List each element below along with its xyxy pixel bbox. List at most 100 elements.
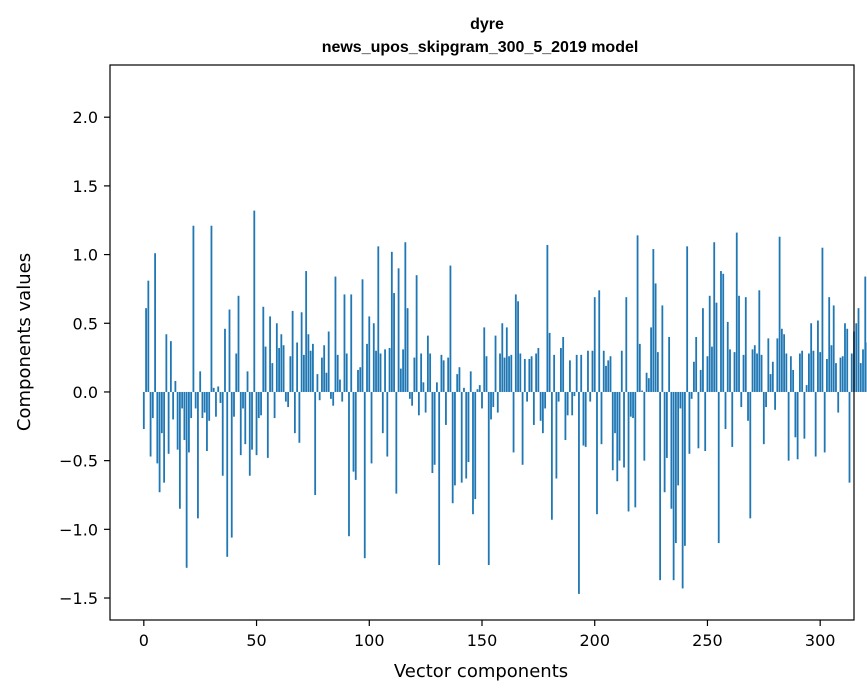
- bar: [593, 297, 596, 392]
- bar: [354, 391, 357, 480]
- bar: [404, 242, 407, 392]
- bar: [711, 346, 713, 392]
- bar: [864, 276, 867, 392]
- bar: [433, 391, 436, 465]
- bar: [636, 235, 639, 392]
- y-tick-label: −1.5: [59, 589, 98, 608]
- bar: [145, 308, 147, 392]
- bar: [158, 391, 161, 493]
- bar: [312, 343, 314, 392]
- y-tick-label: 2.0: [73, 108, 98, 127]
- bar: [713, 242, 716, 392]
- bars-group: [142, 210, 867, 594]
- bar: [174, 380, 177, 392]
- bar: [632, 391, 634, 419]
- bar: [607, 360, 610, 392]
- bar: [478, 385, 481, 392]
- y-tick-label: 1.0: [73, 246, 98, 265]
- bar: [469, 371, 472, 392]
- bar: [672, 391, 675, 581]
- bar: [627, 391, 630, 512]
- bar: [291, 310, 294, 392]
- bar: [722, 273, 725, 392]
- bar: [505, 327, 508, 392]
- bar: [810, 323, 813, 392]
- bar: [224, 328, 226, 392]
- bar: [789, 356, 792, 392]
- bar: [445, 391, 447, 425]
- bar: [363, 391, 366, 559]
- bar: [255, 391, 258, 456]
- bar: [747, 391, 749, 421]
- bar: [228, 309, 231, 392]
- bar: [846, 328, 849, 392]
- bar: [203, 391, 206, 413]
- bar: [386, 391, 389, 457]
- bar: [616, 391, 619, 482]
- bar: [271, 363, 274, 392]
- bar: [555, 391, 558, 479]
- bar: [625, 297, 628, 392]
- bar: [449, 265, 452, 392]
- bar: [562, 337, 565, 392]
- bar: [442, 360, 445, 392]
- bar: [803, 391, 806, 439]
- bar: [596, 391, 598, 515]
- bar: [147, 280, 150, 392]
- bar: [645, 372, 648, 392]
- bar: [257, 391, 260, 419]
- bar: [307, 334, 310, 392]
- bar: [814, 391, 817, 457]
- bar: [828, 297, 831, 392]
- bar: [426, 335, 429, 392]
- bar: [557, 391, 560, 402]
- bar: [801, 350, 804, 392]
- bar: [467, 391, 470, 463]
- bar: [503, 357, 506, 392]
- bar: [160, 391, 163, 434]
- bar: [733, 352, 736, 392]
- bar: [580, 354, 583, 392]
- bar: [390, 251, 393, 392]
- bar: [560, 348, 562, 392]
- bar: [783, 334, 786, 392]
- bar: [715, 302, 718, 392]
- bar: [206, 391, 208, 452]
- bar: [298, 391, 301, 443]
- bar: [215, 391, 217, 417]
- bar: [451, 391, 454, 504]
- bar: [296, 342, 299, 392]
- bar: [643, 391, 646, 461]
- bar: [251, 391, 253, 450]
- bar: [375, 350, 377, 392]
- bar: [756, 353, 758, 392]
- bar: [569, 360, 571, 392]
- bar: [830, 345, 833, 392]
- bar: [210, 225, 213, 392]
- bar: [242, 391, 244, 409]
- bar: [397, 268, 400, 392]
- bar: [792, 369, 795, 392]
- bar: [530, 356, 533, 392]
- bar: [361, 279, 364, 392]
- bar: [805, 385, 808, 392]
- bar: [587, 350, 589, 392]
- bar: [695, 337, 698, 392]
- bar: [496, 391, 499, 413]
- bar: [751, 349, 754, 392]
- bar: [584, 391, 587, 447]
- bar: [620, 350, 623, 392]
- bar: [600, 391, 603, 445]
- bar: [384, 349, 386, 392]
- bar: [208, 391, 211, 421]
- bar: [564, 391, 567, 441]
- bar: [519, 353, 522, 392]
- bar: [314, 391, 317, 495]
- bar: [526, 391, 528, 402]
- bar: [289, 356, 292, 392]
- bar: [388, 348, 391, 392]
- bar: [460, 391, 463, 483]
- bar: [172, 391, 175, 420]
- bar: [855, 323, 858, 392]
- bar: [537, 348, 540, 392]
